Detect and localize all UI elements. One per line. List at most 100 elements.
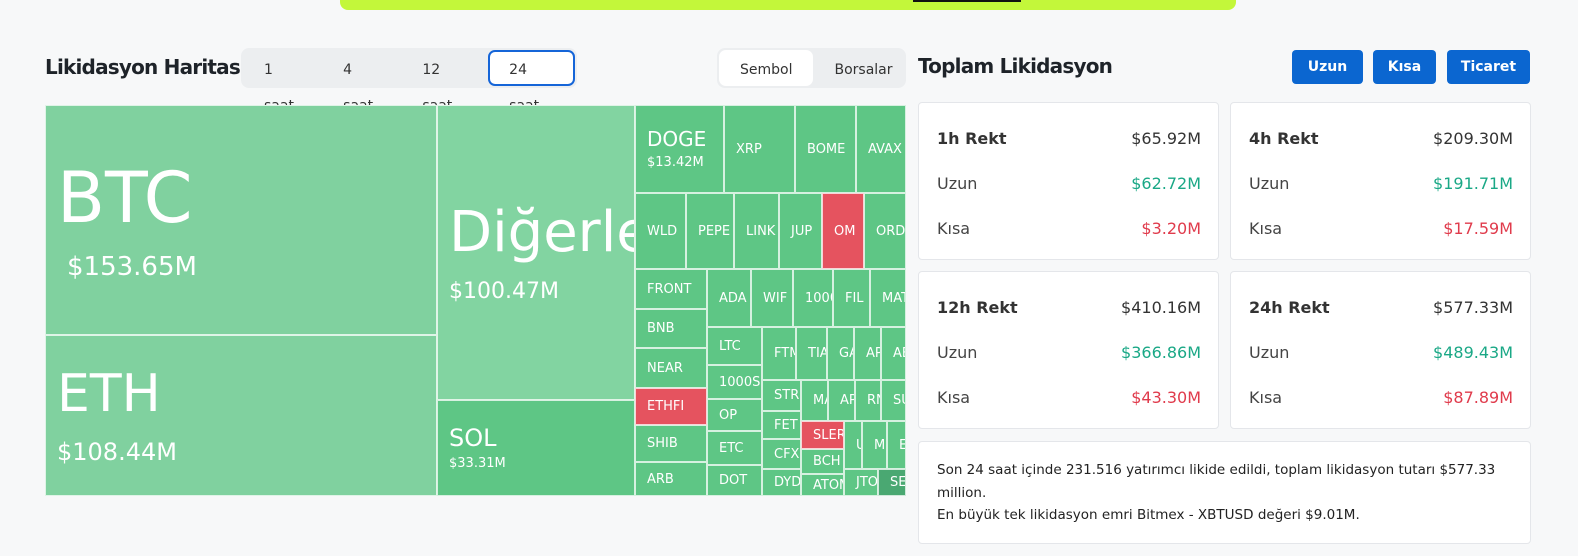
treemap-tile[interactable]: CFX (762, 439, 801, 469)
tile-symbol: TIA (808, 346, 827, 361)
tile-symbol: DYDX (774, 475, 801, 490)
tile-symbol: LTC (719, 338, 741, 354)
treemap-tile[interactable]: DYDX (762, 469, 801, 496)
treemap-tile[interactable]: OP (707, 399, 762, 431)
treemap-tile[interactable]: ARB (635, 462, 707, 496)
stat-card: 4h Rekt $209.30M Uzun $191.71M Kısa $17.59M (1230, 102, 1531, 260)
treemap-tile[interactable]: NEAR (635, 348, 707, 388)
treemap-tile[interactable]: RN (855, 380, 881, 421)
treemap-tile[interactable]: OM (822, 193, 864, 269)
treemap-tile[interactable]: AE (881, 327, 906, 380)
time-tab[interactable]: 1 saat (264, 62, 294, 114)
row-label: Kısa (1249, 388, 1283, 407)
treemap-tile[interactable]: U (844, 421, 862, 469)
row-value: $87.89M (1443, 388, 1513, 407)
treemap-tile[interactable]: STRK (762, 380, 801, 411)
treemap-tile[interactable]: SEI (878, 469, 906, 496)
treemap-tile[interactable]: BNB (635, 309, 707, 348)
treemap-tile[interactable]: LTC (707, 327, 762, 365)
treemap-tile[interactable]: DOT (707, 465, 762, 496)
treemap-tile[interactable]: TIA (796, 327, 827, 380)
treemap-tile[interactable]: ETHFI (635, 388, 707, 425)
tile-symbol: ADA (719, 290, 747, 306)
treemap-tile[interactable]: DOGE $13.42M (635, 105, 724, 193)
tile-symbol: FRONT (647, 281, 692, 297)
row-label: Kısa (937, 388, 971, 407)
tile-symbol: ETHFI (647, 399, 685, 414)
card-header: 12h Rekt $410.16M (937, 298, 1201, 317)
time-tab[interactable]: 4 saat (343, 62, 373, 114)
treemap-tile[interactable]: Diğerleri $100.47M (437, 105, 635, 400)
treemap-tile[interactable]: WIF (751, 269, 793, 327)
tile-symbol: BCH (813, 454, 841, 469)
card-header: 1h Rekt $65.92M (937, 129, 1201, 148)
time-tab[interactable]: 24 saat (488, 50, 575, 114)
treemap-tile[interactable]: JTO (844, 469, 878, 496)
tile-symbol: DOGE (647, 127, 707, 151)
tile-symbol: LINK (746, 223, 776, 239)
treemap-tile[interactable]: FIL (833, 269, 870, 327)
treemap-tile[interactable]: FTM (762, 327, 796, 380)
action-button[interactable]: Ticaret (1447, 50, 1530, 84)
row-label: Uzun (937, 343, 978, 362)
tile-symbol: WLD (647, 223, 678, 239)
treemap-tile[interactable]: MA (801, 380, 828, 421)
treemap-tile[interactable]: AP (854, 327, 881, 380)
treemap-tile[interactable]: ETH $108.44M (45, 335, 437, 496)
time-tab[interactable]: 12 saat (422, 62, 452, 114)
tile-symbol: AE (893, 346, 905, 361)
tile-symbol: PEPE (698, 223, 731, 239)
treemap-tile[interactable]: WLD (635, 193, 686, 269)
treemap-tile[interactable]: XRP (724, 105, 795, 193)
treemap-tile[interactable]: ORDI (864, 193, 906, 269)
tile-symbol: NEAR (647, 360, 683, 376)
row-label: Uzun (937, 174, 978, 193)
treemap-tile[interactable]: SHIB (635, 425, 707, 462)
card-row: Uzun $191.71M (1249, 174, 1513, 193)
treemap-tile[interactable]: 1000SH (707, 365, 762, 399)
treemap-tile[interactable]: LINK (734, 193, 779, 269)
card-total: $65.92M (1131, 129, 1201, 148)
treemap-tile[interactable]: JUP (779, 193, 822, 269)
row-value: $17.59M (1443, 219, 1513, 238)
row-label: Kısa (937, 219, 971, 238)
row-label: Kısa (1249, 219, 1283, 238)
row-value: $62.72M (1131, 174, 1201, 193)
row-value: $366.86M (1121, 343, 1201, 362)
treemap-tile[interactable]: PEPE (686, 193, 734, 269)
treemap-tile[interactable]: GA (827, 327, 854, 380)
treemap-tile[interactable]: FRONT (635, 269, 707, 309)
treemap-tile[interactable]: AP (828, 380, 855, 421)
tile-symbol: SEI (890, 475, 906, 490)
treemap-tile[interactable]: ETC (707, 431, 762, 465)
tile-symbol: AVAX (868, 141, 902, 157)
tile-symbol: ETC (719, 440, 744, 456)
stat-card: 1h Rekt $65.92M Uzun $62.72M Kısa $3.20M (918, 102, 1219, 260)
map-title: Likidasyon Haritası (45, 55, 247, 79)
treemap-tile[interactable]: SOL $33.31M (437, 400, 635, 496)
action-button[interactable]: Kısa (1373, 50, 1436, 84)
tile-symbol: BNB (647, 321, 675, 336)
tile-symbol: FET (774, 417, 798, 433)
treemap-tile[interactable]: FET (762, 411, 801, 439)
card-total: $209.30M (1433, 129, 1513, 148)
view-tab[interactable]: Sembol (719, 50, 814, 86)
tile-symbol: OM (834, 223, 856, 239)
treemap-tile[interactable]: MAT (870, 269, 906, 327)
treemap-tile[interactable]: SU (881, 380, 906, 421)
treemap-tile[interactable]: SLER (801, 421, 844, 449)
card-header: 4h Rekt $209.30M (1249, 129, 1513, 148)
treemap-tile[interactable]: 1000 (793, 269, 833, 327)
treemap-tile[interactable]: BOME (795, 105, 856, 193)
action-button[interactable]: Uzun (1292, 50, 1363, 84)
treemap-tile[interactable]: BTC $153.65M (45, 105, 437, 335)
view-tab[interactable]: Borsalar (834, 62, 893, 78)
treemap-tile[interactable]: M (862, 421, 887, 469)
treemap-tile[interactable]: AVAX (856, 105, 906, 193)
tile-symbol: AP (840, 393, 854, 408)
treemap-tile[interactable]: BCH (801, 449, 844, 474)
treemap-tile[interactable]: E (887, 421, 906, 469)
tile-amount: $13.42M (647, 155, 704, 170)
treemap-tile[interactable]: ADA (707, 269, 751, 327)
